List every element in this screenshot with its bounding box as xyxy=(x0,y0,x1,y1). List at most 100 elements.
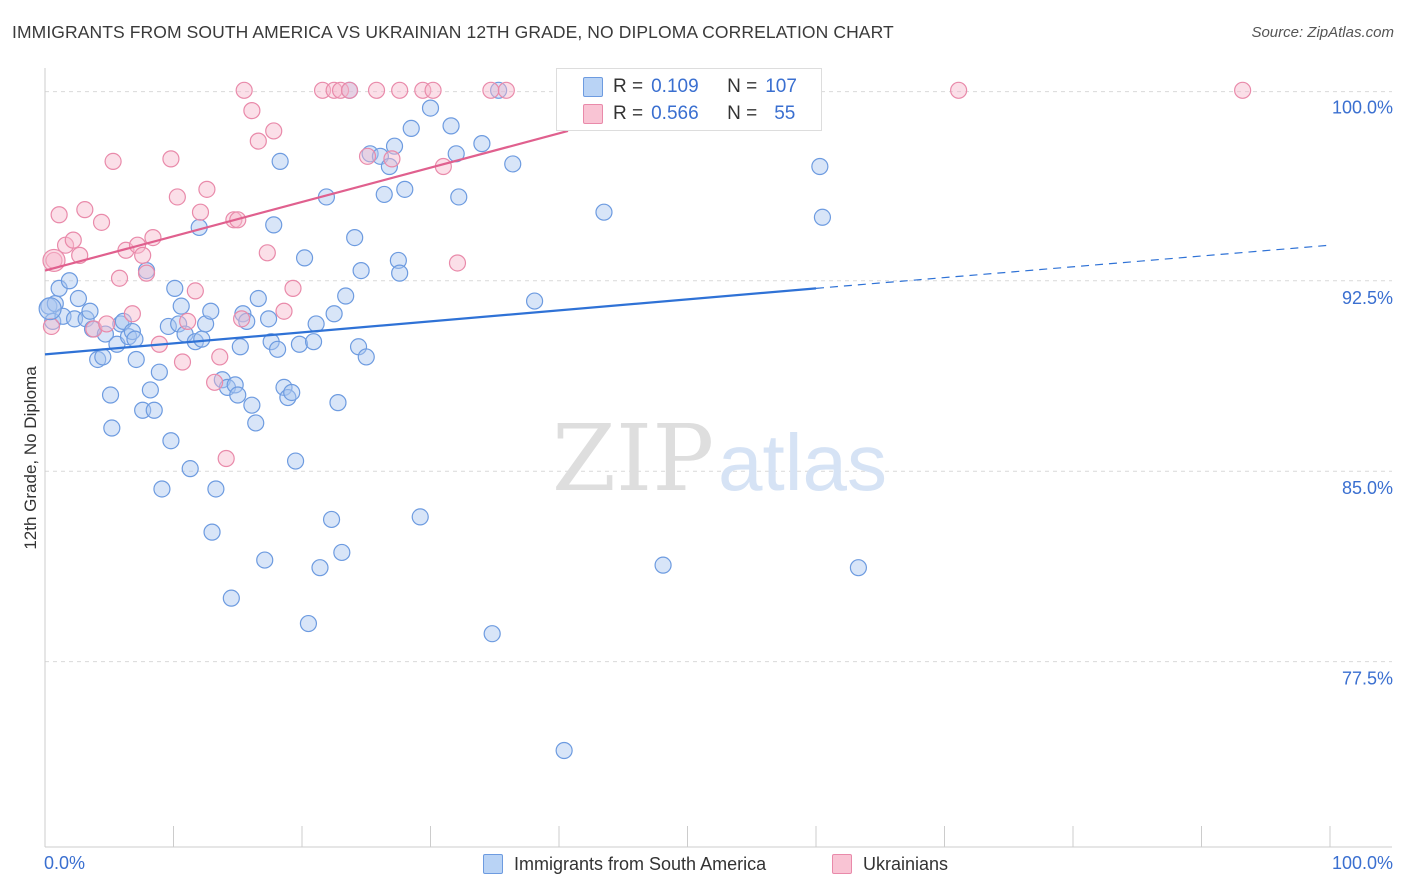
blue-swatch-icon xyxy=(583,77,603,97)
pink-data-point xyxy=(173,353,192,371)
blue-data-point xyxy=(60,272,79,290)
watermark: ZIP atlas xyxy=(552,405,887,512)
legend-row-pink: R = 0.566 N = 55 xyxy=(583,102,795,126)
legend-label-south-america: Immigrants from South America xyxy=(514,853,767,874)
blue-data-point xyxy=(402,119,420,138)
pink-data-point xyxy=(233,310,251,328)
y-tick-label: 100.0% xyxy=(1332,97,1393,117)
pink-data-point xyxy=(186,282,204,300)
blue-data-point xyxy=(181,460,199,478)
pink-data-point xyxy=(217,449,235,468)
pink-data-point xyxy=(64,231,82,249)
blue-data-point xyxy=(361,145,379,163)
blue-data-point xyxy=(38,297,62,321)
blue-trend-line xyxy=(44,287,817,356)
pink-data-point xyxy=(85,320,103,338)
pink-data-point xyxy=(92,213,111,231)
pink-data-point xyxy=(211,348,229,366)
blue-data-point xyxy=(811,157,829,176)
blue-data-point xyxy=(222,589,240,607)
blue-data-point xyxy=(411,508,429,526)
y-tick-label: 77.5% xyxy=(1342,669,1393,689)
blue-data-point xyxy=(333,543,351,562)
pink-data-point xyxy=(191,203,210,221)
pink-swatch-icon xyxy=(583,104,603,124)
legend-item-ukrainians[interactable]: Ukrainians xyxy=(832,851,948,877)
blue-data-point xyxy=(329,394,347,412)
blue-data-point xyxy=(849,559,868,577)
blue-data-point xyxy=(385,137,404,155)
r-label: R = xyxy=(613,76,644,97)
legend-label-ukrainians: Ukrainians xyxy=(863,853,949,874)
pink-data-point xyxy=(137,264,156,282)
blue-data-point xyxy=(127,350,145,369)
pink-data-point xyxy=(110,269,129,287)
pink-data-point xyxy=(98,315,116,333)
blue-data-point xyxy=(286,452,305,470)
blue-data-point xyxy=(141,381,159,399)
blue-data-point xyxy=(203,523,221,541)
pink-data-point xyxy=(424,81,442,99)
blue-data-point xyxy=(103,419,121,437)
pink-trend-line xyxy=(44,129,569,272)
blue-data-point xyxy=(346,228,364,247)
blue-data-point xyxy=(197,315,215,333)
blue-data-point xyxy=(396,180,414,198)
blue-swatch-icon xyxy=(483,854,503,874)
tick-labels: 77.5% 85.0% 92.5% 100.0% 0.0% 100.0% xyxy=(44,97,1393,873)
watermark-atlas: atlas xyxy=(718,418,887,507)
blue-data-point xyxy=(307,315,325,333)
data-points xyxy=(38,81,1252,760)
trend-lines xyxy=(44,129,1331,356)
blue-data-point xyxy=(259,310,278,328)
blue-data-point xyxy=(256,551,274,569)
pink-data-point xyxy=(1234,81,1252,99)
pink-data-point xyxy=(249,132,267,150)
axes xyxy=(44,68,1392,848)
legend-item-south-america[interactable]: Immigrants from South America xyxy=(483,851,766,877)
blue-data-point xyxy=(283,383,301,402)
blue-data-point xyxy=(654,556,672,574)
blue-data-point xyxy=(555,741,573,760)
pink-data-point xyxy=(123,305,141,323)
pink-data-point xyxy=(104,152,122,171)
blue-data-point xyxy=(442,117,460,135)
pink-swatch-icon xyxy=(832,854,852,874)
pink-data-point xyxy=(367,81,386,99)
stats-legend: R = 0.109 N = 107 R = 0.566 N = 55 xyxy=(556,68,822,131)
n-label: N = xyxy=(727,103,758,124)
blue-data-point xyxy=(159,317,177,336)
legend-row-blue: R = 0.109 N = 107 xyxy=(583,75,797,99)
blue-data-point xyxy=(249,289,267,308)
blue-data-point xyxy=(162,432,180,450)
source-label: Source: ZipAtlas.com xyxy=(1251,24,1394,41)
pink-data-point xyxy=(162,150,180,168)
chart-title: IMMIGRANTS FROM SOUTH AMERICA VS UKRAINI… xyxy=(12,22,894,42)
blue-data-point xyxy=(226,376,244,394)
pink-data-point xyxy=(243,102,261,120)
pink-data-point xyxy=(134,246,152,264)
blue-data-point xyxy=(150,363,168,381)
blue-data-point xyxy=(311,559,329,577)
pink-data-point xyxy=(448,254,467,272)
blue-data-point xyxy=(247,414,265,432)
blue-data-point xyxy=(166,279,184,297)
blue-data-point xyxy=(357,348,375,366)
gridlines xyxy=(45,91,1392,663)
blue-data-point xyxy=(265,216,283,234)
blue-data-point xyxy=(525,292,544,310)
pink-data-point xyxy=(198,180,216,198)
blue-data-point xyxy=(172,297,190,315)
y-tick-label: 85.0% xyxy=(1342,478,1393,498)
blue-data-point xyxy=(268,340,287,358)
x-tick-label: 0.0% xyxy=(44,853,85,873)
blue-data-point xyxy=(145,401,163,419)
blue-n-value: 107 xyxy=(765,76,797,97)
pink-data-point xyxy=(383,150,401,168)
n-label: N = xyxy=(727,76,758,97)
blue-data-point xyxy=(299,614,318,633)
pink-data-point xyxy=(265,122,283,140)
blue-data-point xyxy=(153,480,171,498)
blue-data-point xyxy=(207,480,225,498)
